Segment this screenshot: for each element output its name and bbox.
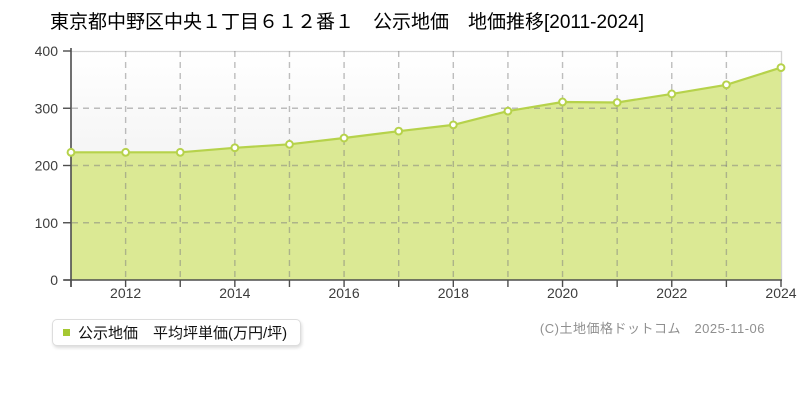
y-tick-label: 100 — [35, 215, 59, 231]
data-point-marker — [285, 139, 294, 149]
data-point-marker — [721, 80, 731, 90]
y-tick-label: 0 — [50, 272, 58, 288]
plot-border — [71, 50, 783, 280]
series-area-fill — [71, 67, 781, 280]
data-point-marker — [121, 147, 131, 157]
y-tick-label: 300 — [35, 100, 59, 116]
legend: 公示地価 平均坪単価(万円/坪) — [52, 319, 302, 346]
data-point-marker — [175, 147, 185, 157]
x-tick-label: 2012 — [110, 285, 141, 301]
x-tick-label: 2018 — [438, 285, 469, 301]
x-tick-label: 2014 — [219, 285, 250, 301]
legend-label: 公示地価 平均坪単価(万円/坪) — [78, 325, 288, 342]
data-point-marker — [612, 98, 622, 107]
x-tick-label: 2016 — [328, 285, 359, 301]
series-line — [71, 66, 782, 154]
copyright-credit: (C)土地価格ドットコム 2025-11-06 — [539, 321, 765, 336]
x-tick-label: 2024 — [765, 285, 796, 301]
page-title: 東京都中野区中央１丁目６１２番１ 公示地価 地価推移[2011-2024] — [50, 12, 645, 33]
data-point-marker — [66, 147, 76, 157]
data-point-marker — [230, 143, 240, 153]
data-point-marker — [448, 120, 458, 130]
data-point-marker — [558, 97, 567, 107]
data-point-marker — [394, 126, 404, 136]
legend-swatch-icon — [63, 329, 70, 336]
data-point-marker — [339, 133, 349, 143]
y-tick-label: 400 — [35, 43, 59, 59]
x-tick-label: 2020 — [547, 285, 578, 301]
y-tick-label: 200 — [35, 158, 59, 174]
x-tick-label: 2022 — [656, 285, 687, 301]
data-point-marker — [667, 89, 677, 99]
data-point-marker — [503, 106, 513, 116]
data-point-marker — [776, 63, 786, 73]
